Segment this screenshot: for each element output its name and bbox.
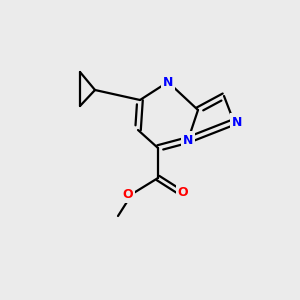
Text: N: N: [232, 116, 242, 128]
Text: N: N: [163, 76, 173, 88]
Text: O: O: [123, 188, 133, 200]
Text: N: N: [183, 134, 193, 146]
Text: O: O: [178, 185, 188, 199]
